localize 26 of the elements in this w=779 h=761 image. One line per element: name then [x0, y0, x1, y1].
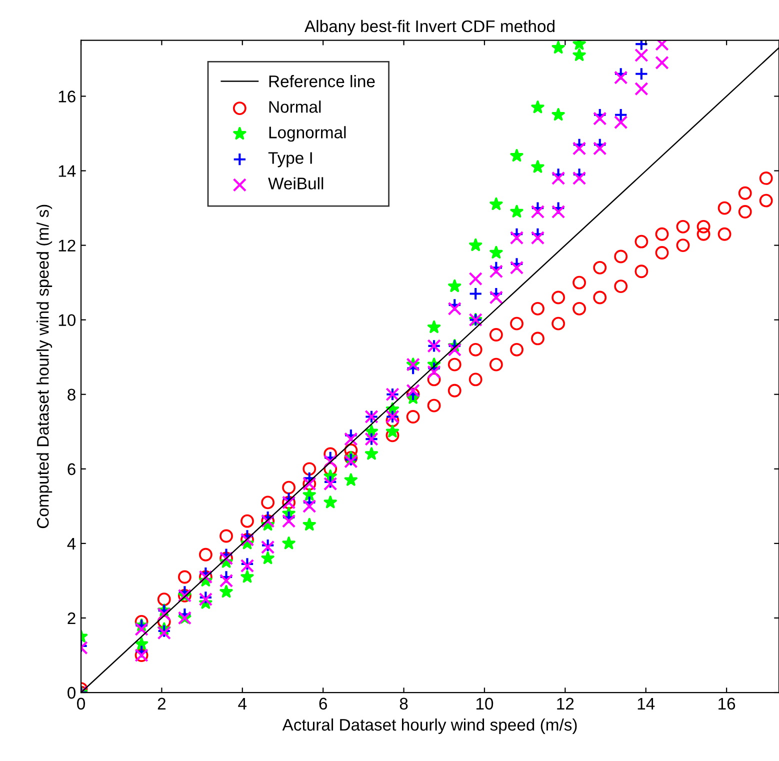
- x-tick-label: 6: [319, 698, 327, 710]
- y-tick-label: 10: [58, 314, 76, 326]
- x-tick-label: 2: [158, 698, 166, 710]
- y-tick-label: 12: [58, 240, 76, 252]
- x-tick-label: 8: [400, 698, 408, 710]
- legend-label: Reference line: [269, 75, 375, 88]
- y-axis-title: Computed Dataset hourly wind speed (m/ s): [36, 204, 52, 528]
- chart-title: Albany best-fit Invert CDF method: [304, 20, 554, 36]
- y-tick-label: 8: [68, 388, 76, 401]
- x-axis-title: Actural Dataset hourly wind speed (m/s): [282, 718, 577, 734]
- y-tick-label: 4: [67, 538, 76, 550]
- legend-label: WeiBull: [268, 177, 324, 190]
- x-tick-label: 14: [638, 698, 655, 710]
- legend-label: Type I: [268, 152, 312, 168]
- x-tick-label: 4: [238, 698, 247, 710]
- y-tick-label: 16: [58, 90, 76, 102]
- x-tick-label: 10: [476, 698, 494, 710]
- y-tick-label: 14: [58, 165, 76, 177]
- legend-label: Normal: [269, 100, 321, 113]
- x-tick-label: 12: [557, 698, 574, 710]
- x-tick-label: 0: [77, 698, 85, 710]
- x-tick-label: 16: [718, 698, 736, 710]
- legend-label: Lognormal: [269, 126, 346, 142]
- y-tick-label: 2: [68, 612, 76, 624]
- y-tick-label: 6: [68, 463, 76, 476]
- y-tick-label: 0: [68, 686, 76, 699]
